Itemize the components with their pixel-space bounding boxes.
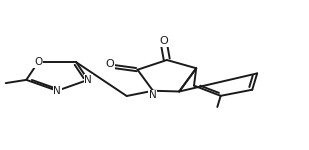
- Text: N: N: [84, 75, 92, 85]
- Text: O: O: [159, 36, 168, 46]
- Text: O: O: [34, 57, 42, 67]
- Text: N: N: [53, 86, 61, 96]
- Text: N: N: [149, 90, 157, 100]
- Text: O: O: [105, 60, 114, 69]
